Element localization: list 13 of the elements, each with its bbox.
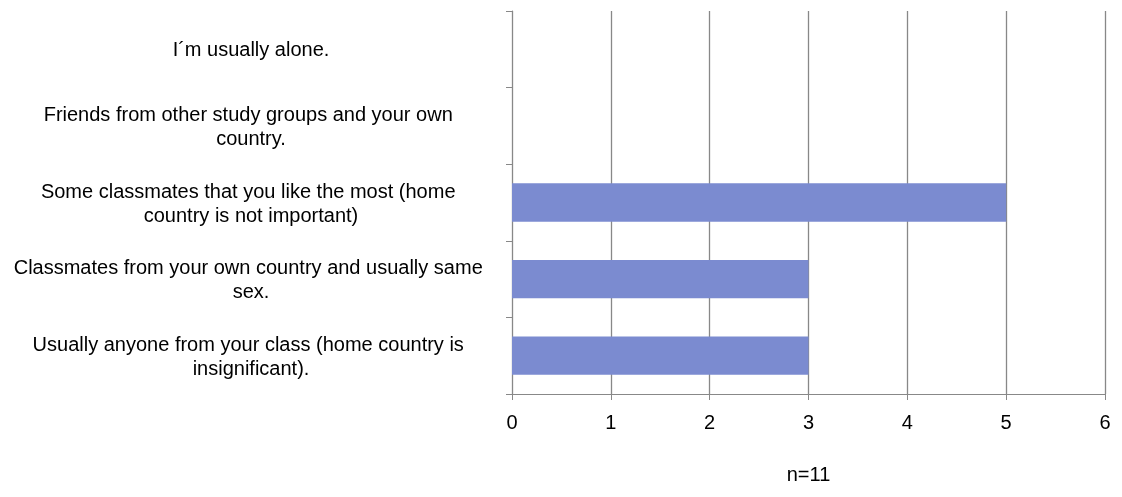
y-tick-label: I´m usually alone. bbox=[172, 38, 330, 61]
x-axis-title: n=11 bbox=[786, 463, 831, 485]
x-tick-label: 5 bbox=[1000, 411, 1012, 433]
y-tick-label: Usually anyone from your class (home country is insignificant). bbox=[32, 332, 470, 379]
x-tick-label: 1 bbox=[605, 411, 617, 433]
y-tick-label: Some classmates that you like the most (home country is not important) bbox=[40, 179, 462, 226]
y-tick-label: Classmates from your own country and usually same sex. bbox=[13, 256, 489, 303]
x-tick-label: 6 bbox=[1099, 411, 1111, 433]
x-tick-label: 3 bbox=[802, 411, 815, 433]
x-tick-label: 0 bbox=[506, 411, 518, 433]
x-tick-label: 4 bbox=[901, 411, 913, 433]
y-tick-label: Friends from other study groups and your own country. bbox=[43, 102, 459, 149]
x-tick-label: 2 bbox=[704, 411, 716, 433]
